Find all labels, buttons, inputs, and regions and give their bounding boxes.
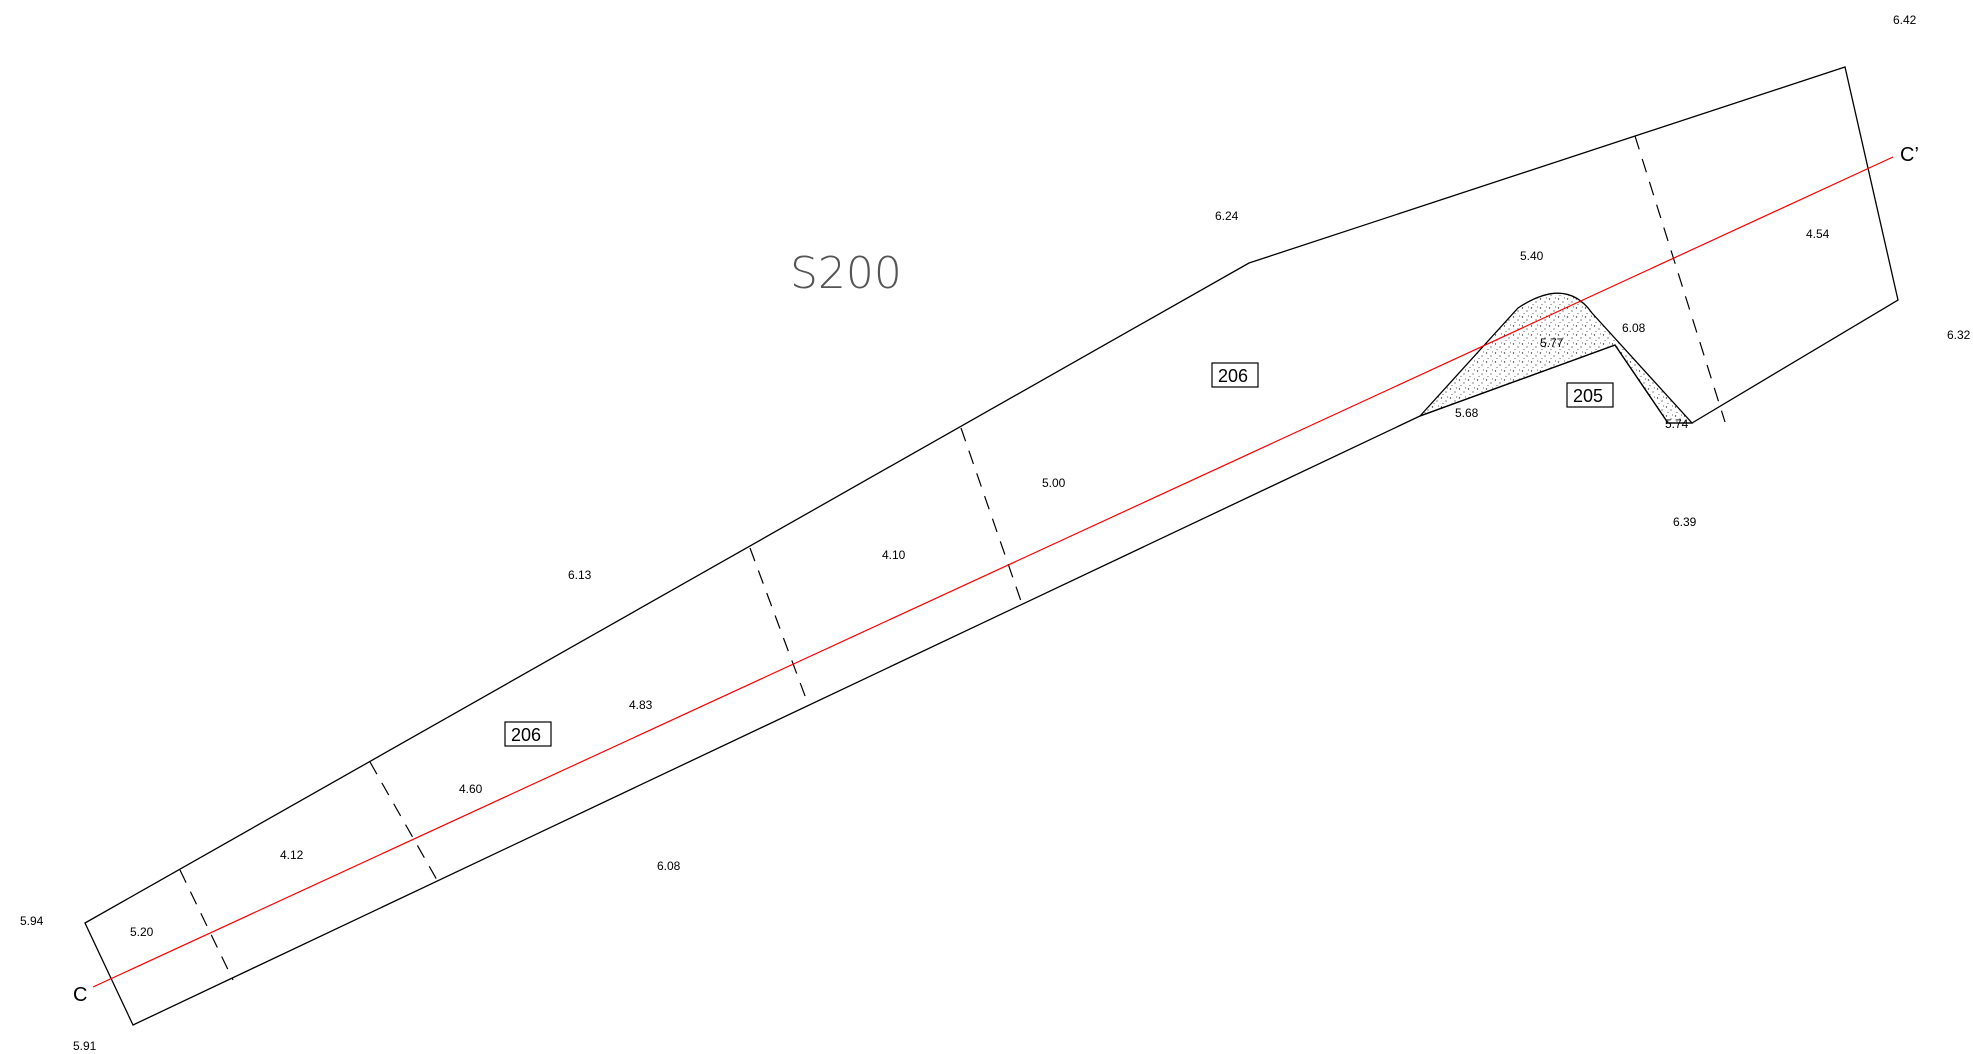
- feature-label-205: 205: [1566, 382, 1614, 408]
- elevation-label: 4.83: [629, 698, 653, 712]
- elevation-label: 4.10: [882, 548, 906, 562]
- elevation-label: 6.08: [657, 859, 681, 873]
- elevation-label: 5.20: [130, 925, 154, 939]
- elevation-label: 4.12: [280, 848, 304, 862]
- elevation-label: 5.74: [1665, 417, 1689, 431]
- svg-text:206: 206: [511, 725, 541, 745]
- trench-outline: [84, 66, 1899, 1026]
- feature-label-206-upper: 206: [1211, 362, 1259, 388]
- elevation-label: 6.32: [1947, 328, 1971, 342]
- elevation-label: 5.94: [20, 914, 44, 928]
- interface-line-2: [369, 761, 438, 881]
- feature-205-fill: [1419, 292, 1694, 424]
- elevation-label: 4.54: [1806, 227, 1830, 241]
- elevation-label: 4.60: [459, 782, 483, 796]
- elevation-label: 5.40: [1520, 249, 1544, 263]
- section-end-label: C’: [1900, 144, 1919, 166]
- elevation-label: 5.00: [1042, 476, 1066, 490]
- elevation-label: 6.42: [1893, 13, 1917, 27]
- interface-line-4: [960, 427, 1023, 605]
- elevation-label: 5.77: [1540, 336, 1564, 350]
- section-start-label: C: [73, 984, 87, 1006]
- section-line-c: [92, 156, 1894, 988]
- elevation-label: 6.24: [1215, 209, 1239, 223]
- elevation-label: 5.68: [1455, 406, 1479, 420]
- elevation-label: 6.13: [568, 568, 592, 582]
- feature-label-206-lower: 206: [504, 721, 552, 747]
- svg-text:206: 206: [1218, 366, 1248, 386]
- interface-line-3: [749, 547, 809, 705]
- elevation-label: 6.08: [1622, 321, 1646, 335]
- svg-text:205: 205: [1573, 386, 1603, 406]
- zone-title: S200: [790, 248, 902, 299]
- elevation-label: 5.91: [73, 1039, 97, 1053]
- interface-line-5: [1634, 135, 1726, 423]
- elevation-label: 6.39: [1673, 515, 1697, 529]
- interface-line-1: [179, 869, 234, 981]
